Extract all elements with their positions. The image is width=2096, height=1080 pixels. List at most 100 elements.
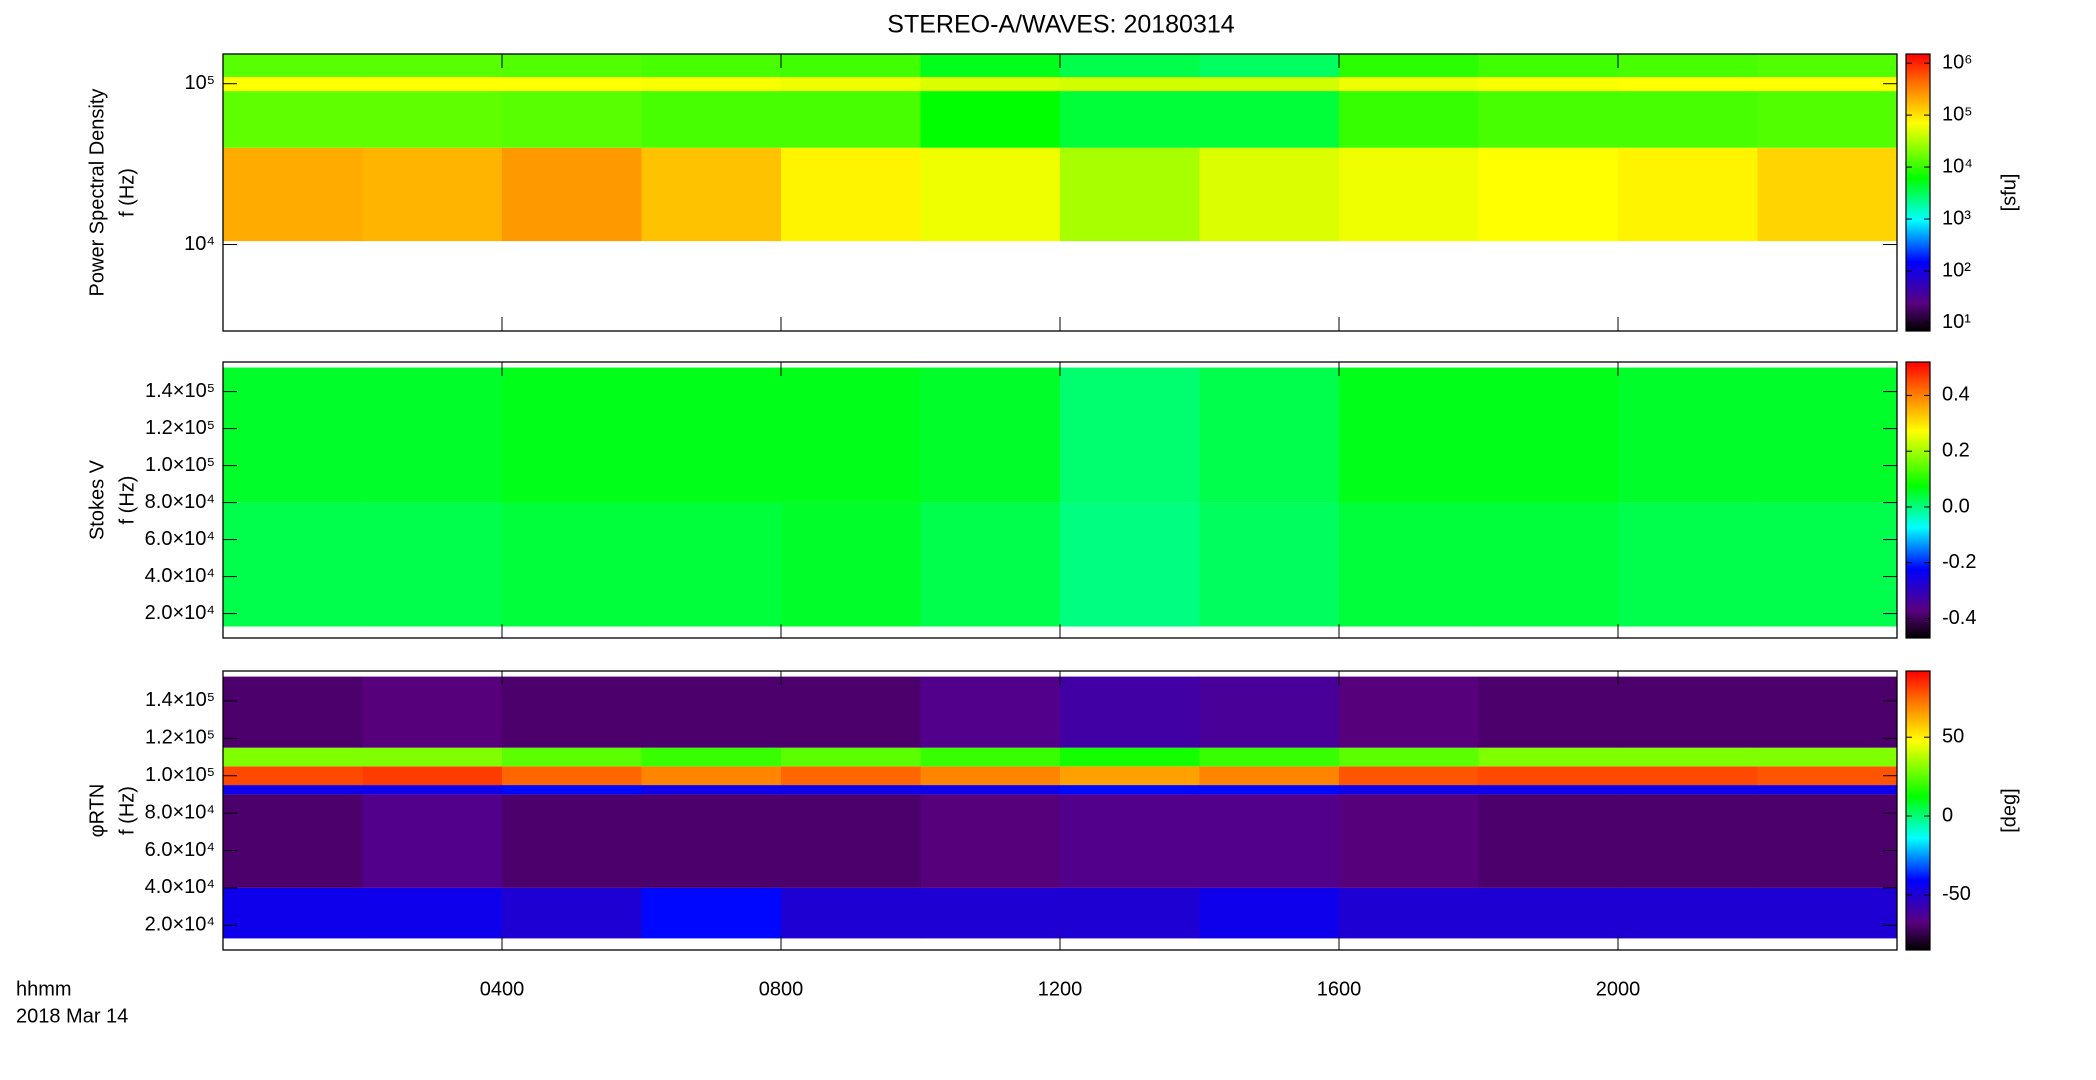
y-tick-label: 1.4×10⁵ (145, 380, 215, 402)
heatmap-cell (1199, 747, 1340, 767)
heatmap-cell (1618, 367, 1758, 503)
heatmap-cell (1478, 794, 1619, 888)
heatmap-cell (1757, 887, 1898, 939)
heatmap-cell (781, 676, 921, 748)
y-tick-label: 4.0×10⁴ (145, 565, 215, 587)
heatmap-cell (920, 502, 1061, 627)
heatmap-cell (641, 887, 782, 939)
heatmap-cell (1757, 147, 1898, 242)
y-axis-label: f (Hz) (116, 786, 138, 835)
heatmap-cell (362, 91, 503, 148)
colorbar-tick-label: 10⁴ (1942, 155, 1973, 177)
y-axis-label: Power Spectral Density (86, 89, 108, 297)
x-axis-label: hhmm (16, 978, 72, 1000)
heatmap-cell (1199, 91, 1340, 148)
heatmap-cell (223, 887, 363, 939)
x-tick-label: 0800 (759, 978, 804, 1000)
heatmap-cell (1339, 785, 1479, 795)
x-tick-label: 2000 (1596, 978, 1641, 1000)
heatmap-cell (1060, 367, 1200, 503)
y-axis-label: Stokes V (86, 459, 108, 540)
heatmap-cell (502, 887, 642, 939)
x-axis-date: 2018 Mar 14 (16, 1005, 128, 1027)
heatmap-cell (641, 676, 782, 748)
heatmap-cell (362, 785, 503, 795)
colorbar-tick-label: 10⁵ (1942, 103, 1973, 125)
heatmap-cell (223, 502, 363, 627)
heatmap-cell (1060, 147, 1200, 242)
heatmap-cell (502, 785, 642, 795)
heatmap-cell (1060, 766, 1200, 786)
heatmap-cell (641, 794, 782, 888)
heatmap-cell (1757, 91, 1898, 148)
heatmap-cell (781, 147, 921, 242)
heatmap-cell (1478, 54, 1619, 78)
heatmap-cell (1199, 54, 1340, 78)
heatmap-cell (1339, 502, 1479, 627)
heatmap-cell (781, 502, 921, 627)
heatmap-cell (1339, 887, 1479, 939)
heatmap-cell (1339, 54, 1479, 78)
heatmap-cell (1618, 887, 1758, 939)
colorbar-tick-label: 50 (1942, 725, 1964, 747)
heatmap-cell (1339, 91, 1479, 148)
colorbar-label: [sfu] (1998, 174, 2020, 212)
heatmap-cell (920, 77, 1061, 92)
heatmap-cell (920, 794, 1061, 888)
heatmap-cell (641, 367, 782, 503)
heatmap-cell (362, 747, 503, 767)
colorbar-tick-label: 10⁶ (1942, 51, 1972, 73)
heatmap-cell (1478, 502, 1619, 627)
heatmap-cell (1478, 77, 1619, 92)
heatmap-cell (1757, 747, 1898, 767)
y-tick-label: 10⁴ (184, 233, 215, 255)
heatmap-cell (1199, 147, 1340, 242)
heatmap-cell (223, 747, 363, 767)
heatmap-cell (502, 54, 642, 78)
x-tick-label: 1600 (1317, 978, 1362, 1000)
heatmap-cell (920, 367, 1061, 503)
y-tick-label: 8.0×10⁴ (145, 491, 215, 513)
heatmap-cell (1478, 147, 1619, 242)
heatmap-cell (1618, 794, 1758, 888)
heatmap-cell (362, 766, 503, 786)
heatmap-cell (1339, 77, 1479, 92)
heatmap-cell (1618, 91, 1758, 148)
heatmap-cell (362, 676, 503, 748)
heatmap-cell (920, 766, 1061, 786)
heatmap-cell (223, 766, 363, 786)
heatmap-cell (1757, 77, 1898, 92)
heatmap-cell (502, 676, 642, 748)
heatmap-cell (223, 77, 363, 92)
heatmap-cell (1478, 766, 1619, 786)
heatmap-cell (920, 747, 1061, 767)
colorbar-tick-label: -50 (1942, 883, 1971, 905)
heatmap-cell (1199, 766, 1340, 786)
heatmap-cell (362, 77, 503, 92)
heatmap-cell (1478, 91, 1619, 148)
x-tick-label: 0400 (480, 978, 525, 1000)
heatmap-cell (641, 502, 782, 627)
heatmap-cell (1060, 54, 1200, 78)
heatmap-cell (1757, 676, 1898, 748)
heatmap-cell (1199, 887, 1340, 939)
heatmap-cell (223, 785, 363, 795)
heatmap-cell (223, 676, 363, 748)
colorbar (1905, 670, 1931, 951)
heatmap-cell (641, 785, 782, 795)
heatmap-cell (1199, 676, 1340, 748)
colorbar-tick-label: 10¹ (1942, 311, 1971, 333)
heatmap-cell (223, 794, 363, 888)
colorbar-tick-label: 10³ (1942, 207, 1971, 229)
heatmap-cell (1060, 785, 1200, 795)
heatmap-cell (1618, 766, 1758, 786)
heatmap-cell (1478, 367, 1619, 503)
heatmap-cell (502, 502, 642, 627)
colorbar-tick-label: 0.0 (1942, 495, 1970, 517)
colorbar-label: [deg] (1998, 788, 2020, 832)
heatmap-cell (641, 766, 782, 786)
y-tick-label: 1.0×10⁵ (145, 454, 215, 476)
heatmap-cell (1618, 147, 1758, 242)
y-tick-label: 6.0×10⁴ (145, 528, 215, 550)
